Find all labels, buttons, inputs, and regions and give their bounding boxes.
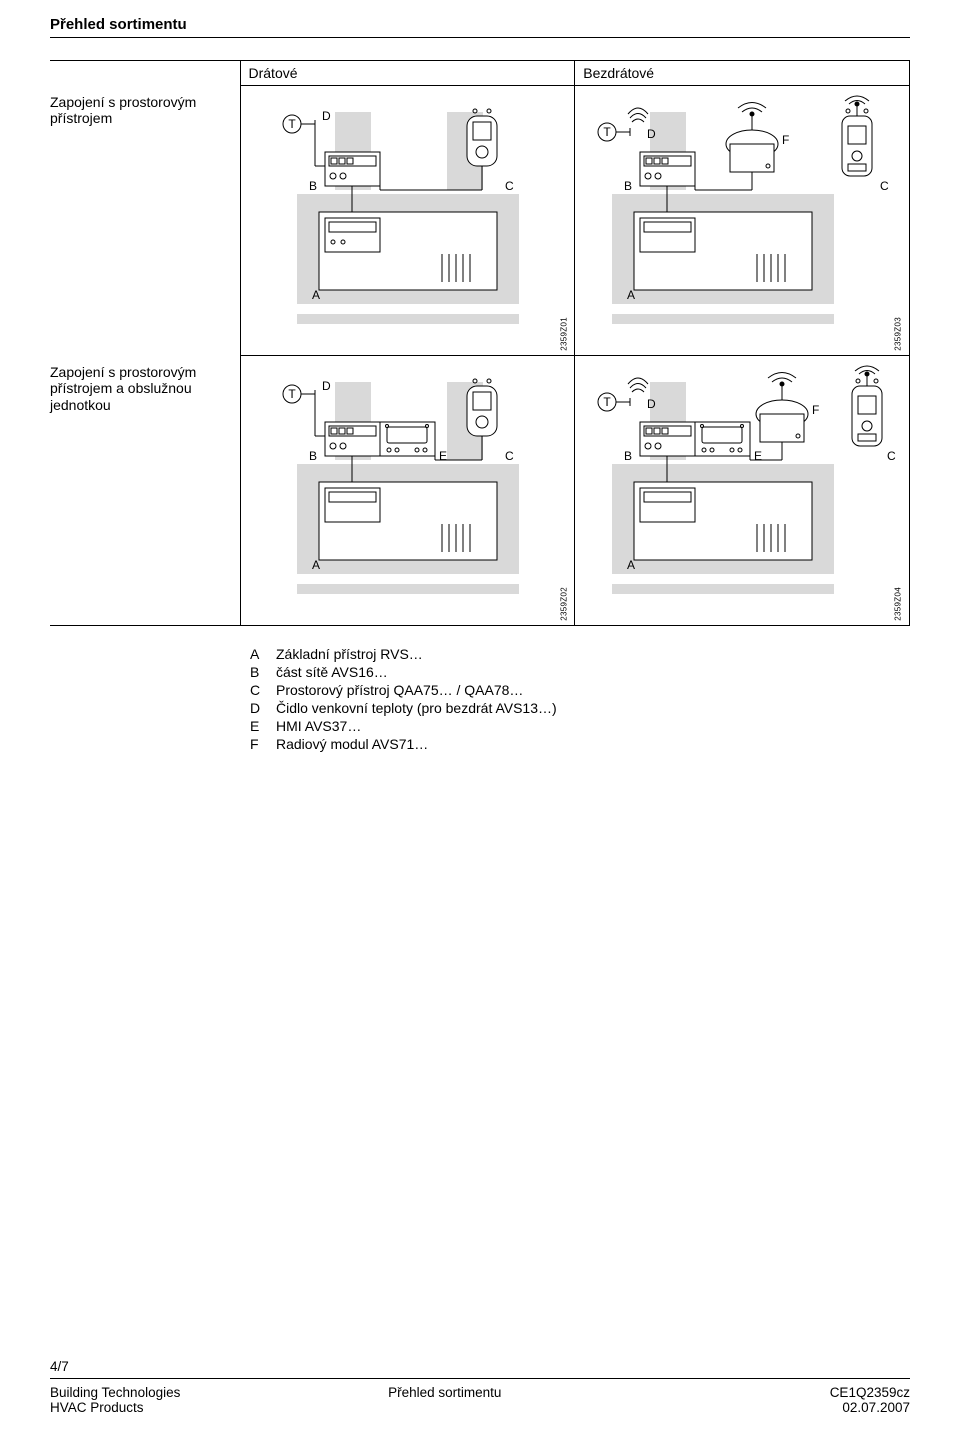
- legend-text-f: Radiový modul AVS71…: [276, 736, 428, 752]
- diagram-code-z03: 2359Z03: [894, 317, 903, 351]
- svg-text:C: C: [880, 179, 889, 193]
- legend-text-c: Prostorový přístroj QAA75… / QAA78…: [276, 682, 523, 698]
- svg-text:T: T: [289, 117, 297, 131]
- svg-text:E: E: [754, 449, 762, 463]
- svg-text:T: T: [603, 395, 611, 409]
- legend-row-d: D Čidlo venkovní teploty (pro bezdrát AV…: [250, 700, 910, 716]
- footer-mid: Přehled sortimentu: [388, 1385, 622, 1400]
- diagram-code-z02: 2359Z02: [559, 587, 568, 621]
- footer-page-number: 4/7: [50, 1359, 910, 1374]
- row2-label: Zapojení s prostorovým přístrojem a obsl…: [50, 356, 240, 414]
- legend-row-c: C Prostorový přístroj QAA75… / QAA78…: [250, 682, 910, 698]
- svg-text:A: A: [312, 558, 320, 572]
- footer-date: 02.07.2007: [626, 1400, 910, 1415]
- legend-row-b: B část sítě AVS16…: [250, 664, 910, 680]
- legend-row-f: F Radiový modul AVS71…: [250, 736, 910, 752]
- svg-text:B: B: [624, 449, 632, 463]
- svg-text:C: C: [505, 449, 514, 463]
- diagram-z04: T D: [582, 364, 902, 614]
- svg-text:A: A: [627, 558, 635, 572]
- svg-text:T: T: [289, 387, 297, 401]
- svg-text:E: E: [439, 449, 447, 463]
- col-header-wired: Drátové: [240, 61, 575, 86]
- diagram-table: Drátové Bezdrátové Zapojení s prostorový…: [50, 60, 910, 626]
- legend-text-b: část sítě AVS16…: [276, 664, 388, 680]
- svg-text:A: A: [627, 288, 635, 302]
- footer-org1: Building Technologies: [50, 1385, 334, 1400]
- diagram-z03: T D: [582, 94, 902, 344]
- svg-text:D: D: [322, 109, 331, 123]
- legend: A Základní přístroj RVS… B část sítě AVS…: [250, 646, 910, 754]
- legend-row-a: A Základní přístroj RVS…: [250, 646, 910, 662]
- legend-text-a: Základní přístroj RVS…: [276, 646, 423, 662]
- page-title: Přehled sortimentu: [50, 16, 910, 38]
- svg-text:D: D: [322, 379, 331, 393]
- col-header-wireless: Bezdrátové: [575, 61, 910, 86]
- svg-text:T: T: [603, 125, 611, 139]
- legend-text-d: Čidlo venkovní teploty (pro bezdrát AVS1…: [276, 700, 557, 716]
- svg-text:B: B: [309, 449, 317, 463]
- svg-text:F: F: [812, 403, 819, 417]
- svg-text:C: C: [505, 179, 514, 193]
- row1-label: Zapojení s prostorovým přístrojem: [50, 86, 240, 128]
- diagram-code-z01: 2359Z01: [559, 317, 568, 351]
- diagram-z01: T D: [267, 94, 547, 344]
- legend-row-e: E HMI AVS37…: [250, 718, 910, 734]
- page-footer: 4/7 Building Technologies HVAC Products …: [50, 1359, 910, 1418]
- legend-key-d: D: [250, 700, 276, 716]
- svg-text:B: B: [624, 179, 632, 193]
- svg-text:D: D: [647, 127, 656, 141]
- footer-doc: CE1Q2359cz: [626, 1385, 910, 1400]
- legend-text-e: HMI AVS37…: [276, 718, 361, 734]
- svg-text:B: B: [309, 179, 317, 193]
- diagram-z02: T D: [267, 364, 547, 614]
- svg-text:F: F: [782, 133, 789, 147]
- legend-key-a: A: [250, 646, 276, 662]
- legend-key-f: F: [250, 736, 276, 752]
- diagram-code-z04: 2359Z04: [894, 587, 903, 621]
- svg-text:C: C: [887, 449, 896, 463]
- legend-key-c: C: [250, 682, 276, 698]
- legend-key-b: B: [250, 664, 276, 680]
- svg-text:D: D: [647, 397, 656, 411]
- svg-text:A: A: [312, 288, 320, 302]
- legend-key-e: E: [250, 718, 276, 734]
- footer-org2: HVAC Products: [50, 1400, 334, 1415]
